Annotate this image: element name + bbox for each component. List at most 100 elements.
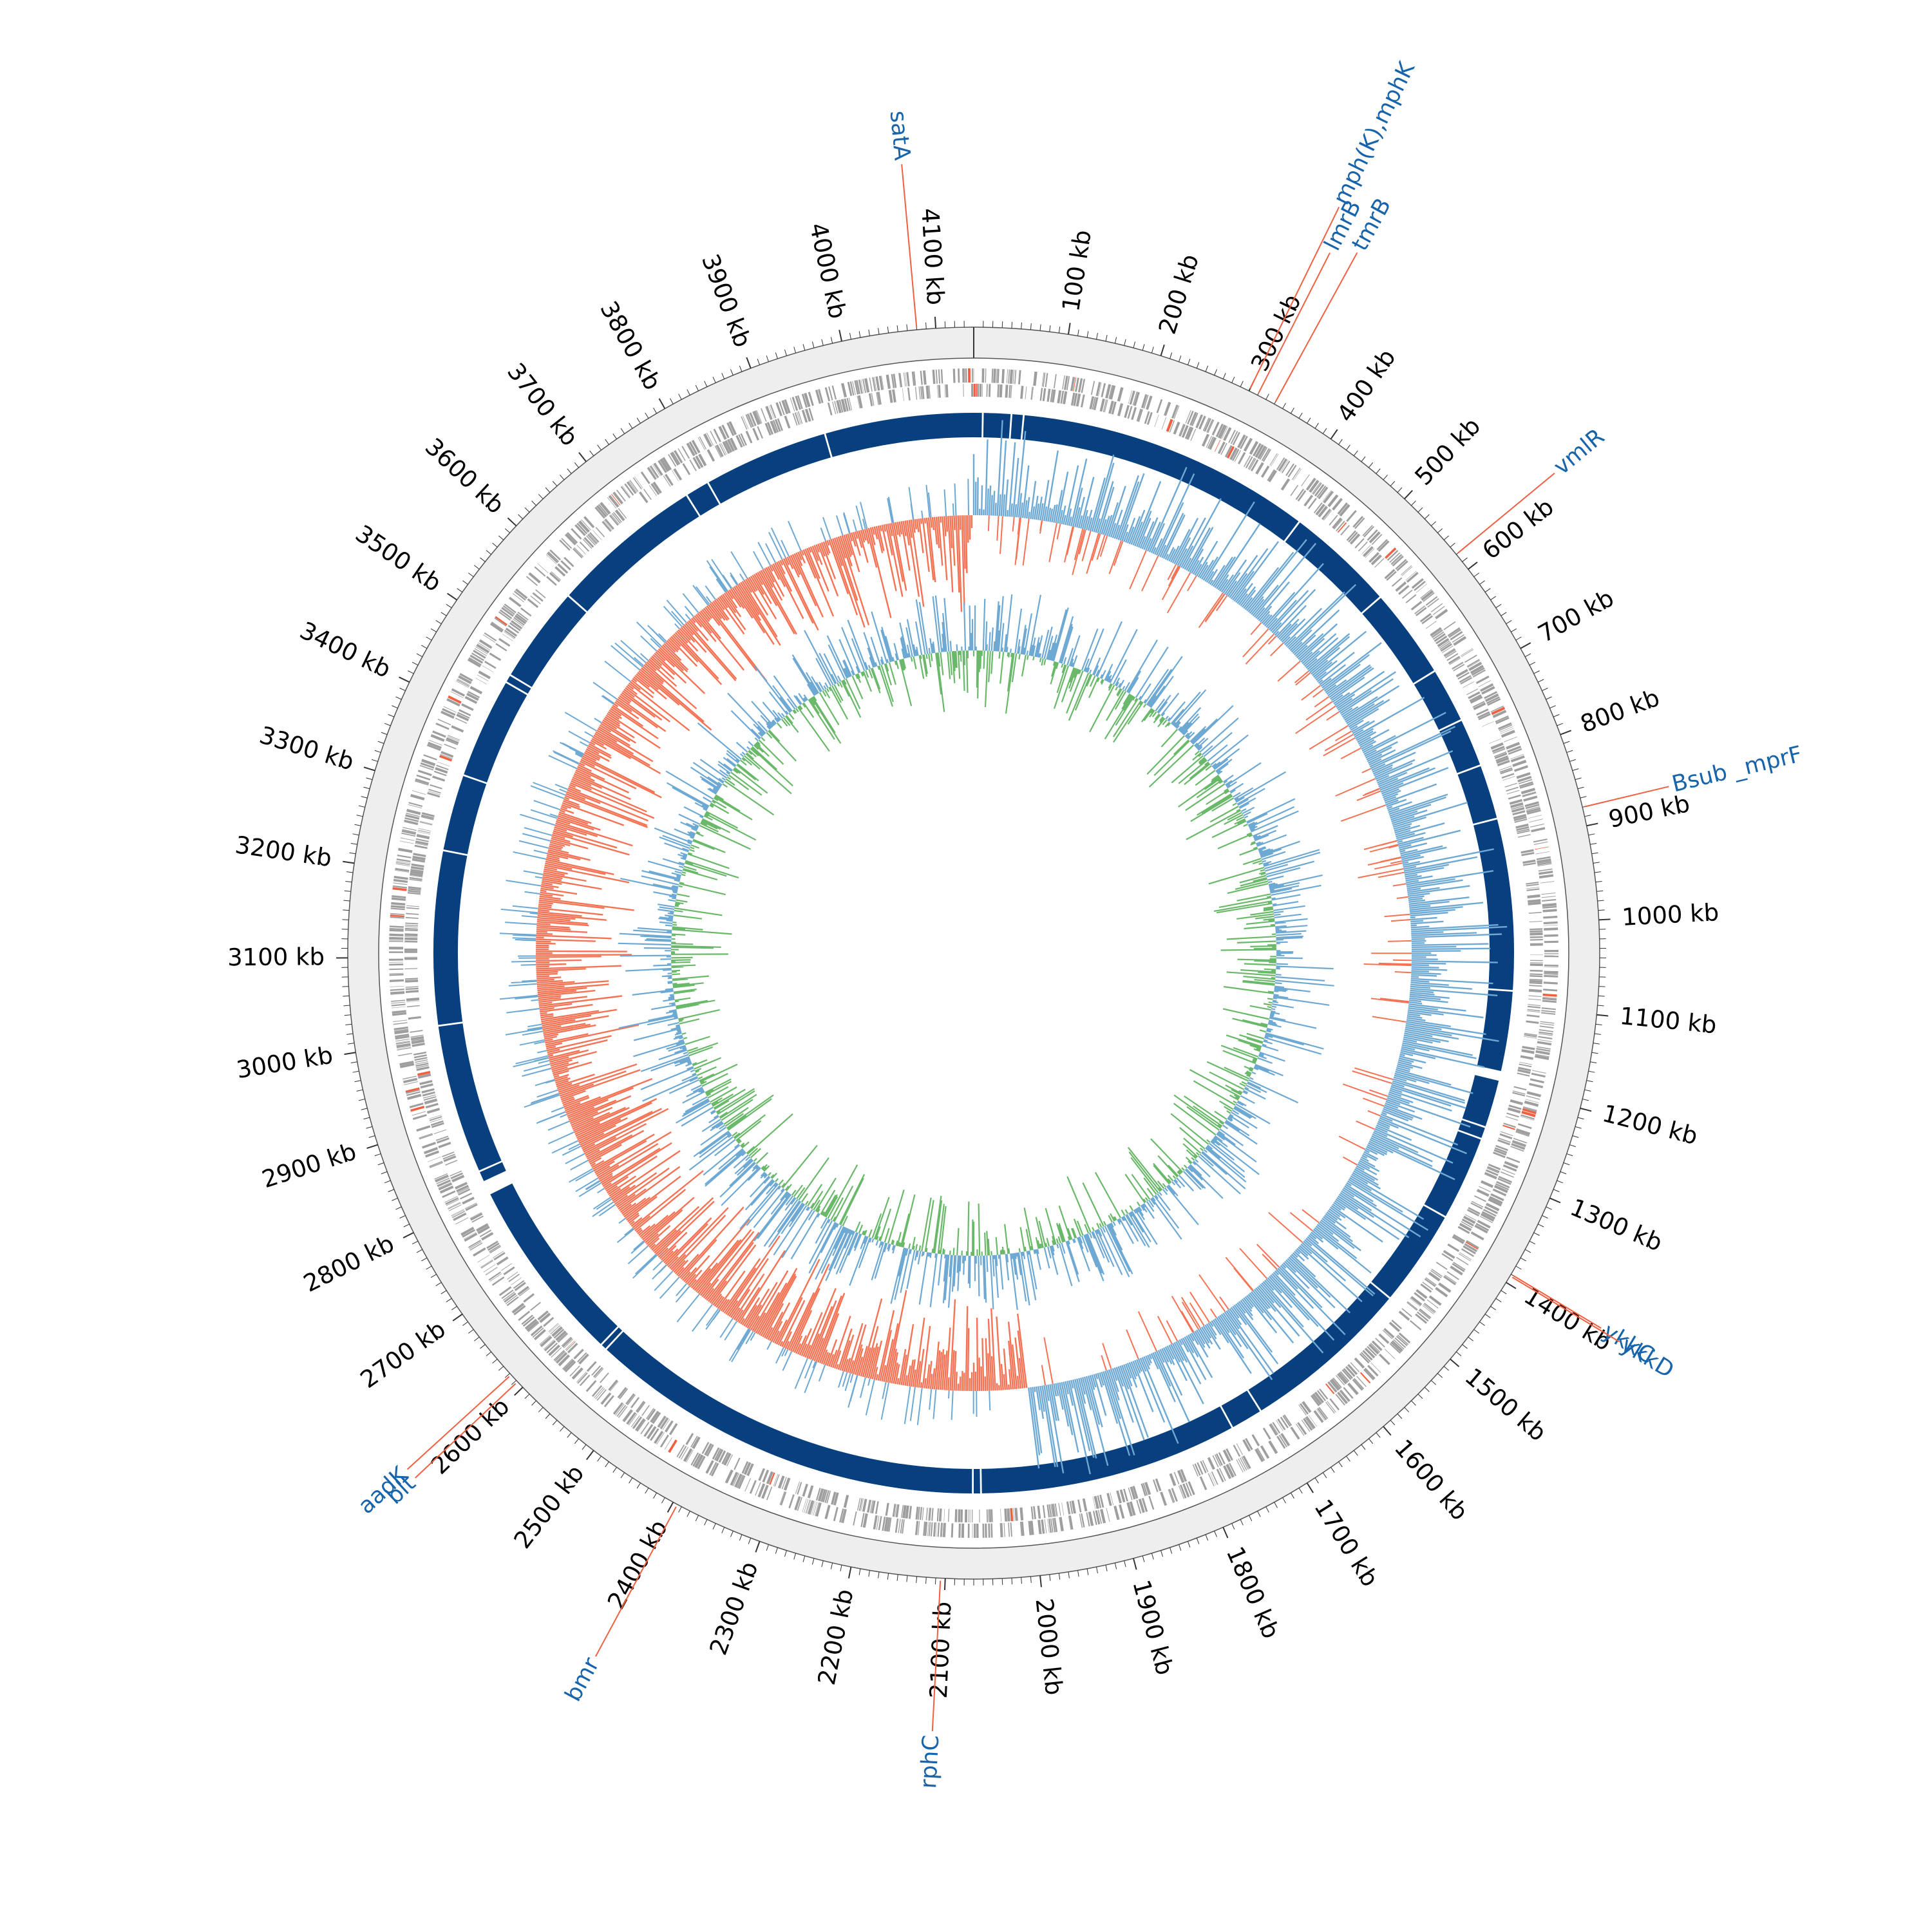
gene-feature [1530, 963, 1543, 967]
gene-feature [1449, 658, 1461, 665]
gene-feature [764, 422, 772, 436]
gene-feature [1485, 1169, 1499, 1177]
gene-feature [1339, 504, 1350, 517]
gene-feature [1090, 381, 1095, 395]
gene-feature [762, 1470, 770, 1482]
gene-feature [843, 1495, 849, 1508]
gene-feature [1371, 534, 1383, 545]
gene-feature [1471, 1200, 1484, 1208]
gene-feature [854, 380, 859, 395]
major-tick [755, 1541, 761, 1553]
gene-feature [1425, 621, 1437, 629]
gene-callout-line [1258, 252, 1331, 393]
gene-feature [428, 790, 440, 795]
gene-feature [555, 1352, 568, 1364]
gene-feature [508, 596, 522, 607]
gene-feature [1199, 1476, 1208, 1490]
gene-feature [526, 1320, 539, 1332]
minor-tick [793, 1553, 797, 1560]
gene-feature [1220, 425, 1227, 439]
gene-feature [1526, 807, 1541, 813]
gene-feature [624, 483, 634, 496]
minor-tick [1533, 1232, 1540, 1236]
gene-feature [1063, 375, 1068, 390]
gene-feature [1539, 1033, 1553, 1036]
minor-tick [1240, 381, 1244, 387]
minor-tick [1290, 408, 1294, 414]
tick-label: 2100 kb [925, 1601, 957, 1700]
gene-feature [1459, 675, 1472, 683]
gene-feature [815, 1488, 821, 1501]
minor-tick [1511, 628, 1517, 632]
major-tick [344, 1052, 356, 1056]
gene-feature [1020, 1521, 1025, 1536]
gene-feature [1485, 1202, 1500, 1211]
contig-segment [1371, 1206, 1445, 1298]
gene-feature [620, 486, 630, 498]
gene-feature [408, 1016, 421, 1020]
gene-feature [862, 379, 867, 393]
gene-feature [404, 956, 418, 958]
gene-feature [594, 1387, 604, 1399]
gene-feature [948, 1509, 950, 1522]
gene-feature [565, 1340, 575, 1350]
gene-feature [1200, 1461, 1207, 1473]
tick-label: 1100 kb [1618, 1002, 1718, 1039]
gene-feature [551, 1347, 562, 1358]
gene-feature [1003, 1522, 1005, 1537]
gene-feature [718, 1450, 726, 1463]
gene-feature [788, 1494, 795, 1509]
gene-feature [676, 1444, 685, 1457]
gene-feature [523, 1293, 535, 1303]
gene-feature [1217, 441, 1226, 455]
major-tick [848, 1566, 852, 1578]
minor-tick [1338, 1461, 1343, 1468]
minor-tick [1577, 786, 1584, 790]
gene-feature [1259, 447, 1268, 460]
minor-tick [612, 1467, 617, 1473]
gene-feature [1271, 1423, 1279, 1435]
gene-feature [1528, 989, 1542, 993]
gene-feature [1460, 677, 1472, 685]
minor-tick [1114, 337, 1117, 344]
gene-feature [876, 392, 879, 405]
gene-feature [1522, 859, 1536, 864]
gene-feature [417, 1070, 431, 1076]
gene-feature [1504, 782, 1517, 788]
gene-feature [1526, 1091, 1542, 1097]
gene-feature [1482, 1209, 1497, 1217]
gene-feature [690, 1452, 699, 1466]
gene-feature [1046, 1504, 1050, 1518]
gene-feature [1068, 1515, 1074, 1530]
minor-tick [1515, 636, 1522, 641]
gene-feature [455, 1182, 468, 1189]
gene-feature [1093, 397, 1099, 410]
gene-feature [392, 887, 407, 891]
gene-feature [1228, 430, 1236, 443]
minor-tick [1580, 796, 1587, 799]
minor-tick [1437, 1373, 1443, 1378]
gene-feature [1522, 1108, 1537, 1115]
gene-feature [1435, 635, 1448, 645]
gene-feature [530, 1325, 543, 1336]
gene-feature [555, 1330, 567, 1341]
gene-feature [1113, 1505, 1120, 1520]
gene-feature [901, 1504, 904, 1518]
gene-feature [389, 972, 404, 974]
gene-feature [1173, 405, 1180, 419]
gene-feature [400, 837, 415, 841]
minor-tick [366, 1126, 373, 1129]
gene-feature [1397, 1334, 1409, 1345]
gene-feature [779, 1491, 785, 1505]
gene-feature [1346, 509, 1357, 522]
minor-tick [440, 612, 447, 616]
feature-track [389, 368, 1558, 1538]
gene-feature [862, 1513, 868, 1528]
minor-tick [374, 750, 381, 753]
minor-tick [1501, 1290, 1507, 1294]
gene-feature [937, 384, 939, 398]
gene-feature [724, 1469, 734, 1484]
gene-feature [612, 491, 623, 505]
minor-tick [1549, 705, 1556, 708]
gene-feature [475, 646, 488, 655]
